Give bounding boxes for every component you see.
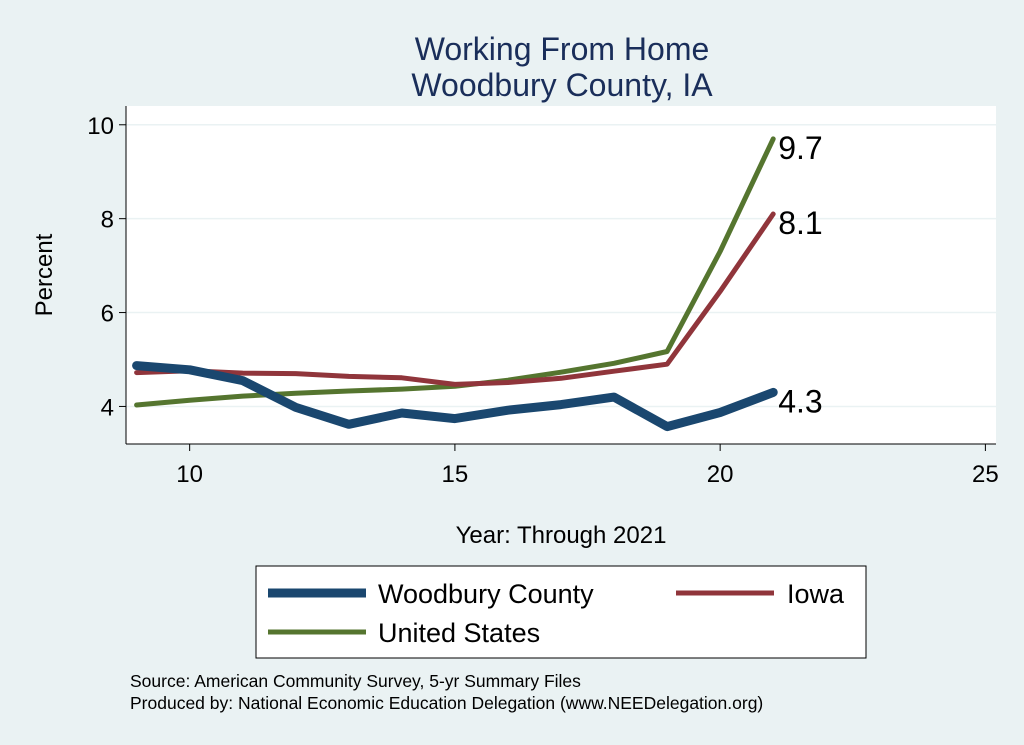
chart-title-line-1: Working From Home <box>415 31 710 67</box>
series-line-woodbury-county <box>132 361 778 432</box>
gridlines <box>126 124 996 408</box>
end-label-woodbury-county: 4.3 <box>778 383 822 419</box>
chart-title-line-2: Woodbury County, IA <box>411 67 713 103</box>
end-label-united-states: 9.7 <box>778 130 822 166</box>
legend-label-united-states: United States <box>378 618 540 648</box>
end-labels: 9.7 8.1 4.3 <box>778 130 822 420</box>
source-note: Source: American Community Survey, 5-yr … <box>130 671 581 691</box>
producer-note: Produced by: National Economic Education… <box>130 693 763 713</box>
x-tick-label-25: 25 <box>972 461 999 488</box>
x-tick-label-20: 20 <box>707 461 734 488</box>
series-lines <box>132 136 778 432</box>
y-tick-label-4: 4 <box>101 394 114 421</box>
y-tick-label-10: 10 <box>87 113 114 140</box>
legend-label-woodbury: Woodbury County <box>378 579 594 609</box>
x-tick-label-15: 15 <box>442 461 469 488</box>
x-tick-label-10: 10 <box>176 461 203 488</box>
y-ticks: 4 6 8 10 <box>87 113 126 421</box>
series-line-iowa <box>134 211 776 387</box>
end-label-iowa: 8.1 <box>778 205 822 241</box>
legend-label-iowa: Iowa <box>787 579 845 609</box>
y-axis-title: Percent <box>31 233 58 316</box>
x-axis-title: Year: Through 2021 <box>456 522 667 549</box>
y-tick-label-8: 8 <box>101 207 114 234</box>
plot-area <box>126 106 996 444</box>
x-ticks: 10 15 20 25 <box>176 444 999 488</box>
y-tick-label-6: 6 <box>101 301 114 328</box>
legend-box <box>255 565 867 659</box>
